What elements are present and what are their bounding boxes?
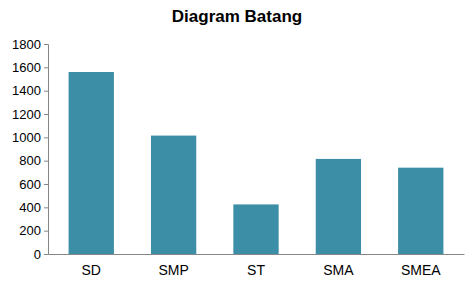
y-tick-label: 1600 bbox=[12, 60, 41, 75]
y-tick: 1600 bbox=[12, 60, 48, 75]
x-tick: SD bbox=[82, 262, 101, 278]
chart-title: Diagram Batang bbox=[172, 7, 302, 26]
x-tick: SMA bbox=[323, 262, 354, 278]
bar bbox=[151, 136, 196, 254]
y-tick-mark bbox=[44, 44, 48, 45]
y-tick: 200 bbox=[19, 223, 48, 238]
x-tick: SMP bbox=[158, 262, 188, 278]
x-tick: SMEA bbox=[401, 262, 441, 278]
y-tick: 1000 bbox=[12, 130, 48, 145]
y-tick: 400 bbox=[19, 200, 48, 215]
bars bbox=[69, 72, 444, 254]
y-tick-label: 1200 bbox=[12, 107, 41, 122]
y-tick-mark bbox=[44, 137, 48, 138]
y-tick-label: 400 bbox=[19, 200, 41, 215]
x-tick-label: SMEA bbox=[401, 262, 441, 278]
plot: 0 200 400 600 800 1000 1200 1400 1600 1800 SD SMP ST… bbox=[12, 37, 464, 279]
y-tick: 1800 bbox=[12, 37, 48, 52]
bar bbox=[69, 72, 114, 254]
chart: Diagram Batang 0 200 400 600 800 1000 1200 1400 1… bbox=[0, 0, 474, 298]
y-axis: 0 200 400 600 800 1000 1200 1400 1600 1800 bbox=[12, 37, 48, 262]
y-tick: 600 bbox=[19, 177, 48, 192]
y-tick-mark bbox=[44, 184, 48, 185]
y-tick: 800 bbox=[19, 153, 48, 168]
x-axis: SD SMP ST SMA SMEA bbox=[49, 255, 465, 279]
y-tick-label: 1000 bbox=[12, 130, 41, 145]
y-tick-label: 800 bbox=[19, 153, 41, 168]
y-tick-mark bbox=[44, 91, 48, 92]
y-axis-line bbox=[44, 45, 49, 255]
y-tick-label: 200 bbox=[19, 223, 41, 238]
y-tick-label: 600 bbox=[19, 177, 41, 192]
y-tick: 0 bbox=[34, 247, 48, 262]
y-tick: 1400 bbox=[12, 83, 48, 98]
bar bbox=[316, 159, 361, 254]
y-tick-mark bbox=[44, 207, 48, 208]
y-tick-mark bbox=[44, 231, 48, 232]
y-tick-mark bbox=[44, 254, 48, 255]
y-tick-mark bbox=[44, 161, 48, 162]
y-tick: 1200 bbox=[12, 107, 48, 122]
y-tick-label: 1800 bbox=[12, 37, 41, 52]
x-tick-label: SMP bbox=[158, 262, 188, 278]
bar bbox=[398, 168, 443, 254]
x-tick-label: ST bbox=[247, 262, 265, 278]
y-tick-mark bbox=[44, 67, 48, 68]
x-tick: ST bbox=[247, 262, 265, 278]
bar bbox=[233, 204, 278, 254]
y-tick-label: 1400 bbox=[12, 83, 41, 98]
x-tick-label: SD bbox=[82, 262, 101, 278]
x-tick-label: SMA bbox=[323, 262, 354, 278]
x-axis-line bbox=[49, 254, 465, 255]
y-tick-mark bbox=[44, 114, 48, 115]
y-tick-label: 0 bbox=[34, 247, 41, 262]
